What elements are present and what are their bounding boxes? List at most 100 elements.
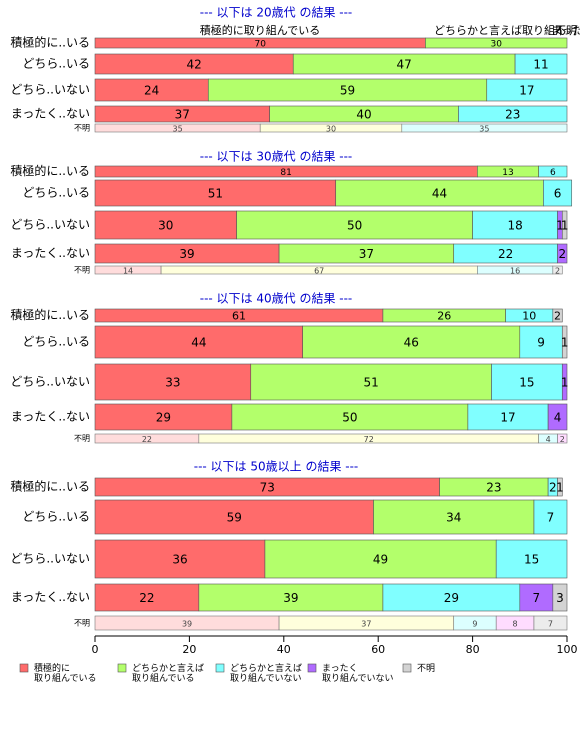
data-label: 17 bbox=[519, 84, 534, 98]
legend-label: 積極的に取り組んでいる bbox=[34, 662, 97, 684]
bar-segment bbox=[561, 363, 568, 401]
bar-segment bbox=[458, 105, 568, 123]
data-label: 37 bbox=[359, 247, 374, 261]
bar-segment bbox=[425, 37, 568, 49]
data-label: 3 bbox=[556, 591, 564, 605]
x-tick-label: 0 bbox=[92, 643, 99, 656]
data-label: 34 bbox=[446, 511, 461, 525]
data-label: 44 bbox=[432, 187, 447, 201]
unknown-bar-segment bbox=[552, 265, 563, 275]
row-label: どちら..いる bbox=[22, 335, 90, 349]
data-label: 59 bbox=[227, 511, 242, 525]
bar-segment bbox=[94, 363, 252, 401]
data-label: 50 bbox=[347, 219, 362, 233]
row-label: 積極的に..いる bbox=[10, 35, 90, 50]
legend-label: どちらかと言えば取り組んでいない bbox=[230, 662, 302, 684]
row-label: どちら..いる bbox=[22, 57, 90, 71]
bar-segment bbox=[198, 583, 384, 612]
bar-segment bbox=[382, 583, 521, 612]
bar-segment bbox=[557, 243, 568, 264]
data-label: 70 bbox=[254, 40, 266, 50]
data-label: 50 bbox=[342, 411, 357, 425]
data-label: 6 bbox=[554, 187, 562, 201]
bar-segment bbox=[94, 403, 233, 431]
data-label: 29 bbox=[156, 411, 171, 425]
unknown-row-label: 不明 bbox=[74, 434, 90, 443]
data-label: 29 bbox=[444, 591, 459, 605]
unknown-data-label: 8 bbox=[513, 620, 518, 629]
panel-title: --- 以下は 20歳代 の結果 --- bbox=[200, 6, 353, 20]
row-label: まったく..ない bbox=[11, 246, 90, 260]
row-label: どちら..いる bbox=[22, 186, 90, 200]
bar-segment bbox=[552, 583, 568, 612]
unknown-data-label: 39 bbox=[182, 620, 192, 629]
bar-segment bbox=[561, 210, 568, 240]
row-label: 積極的に..いる bbox=[10, 163, 90, 178]
data-label: 13 bbox=[502, 168, 513, 178]
unknown-data-label: 16 bbox=[510, 267, 520, 276]
data-label: 46 bbox=[404, 336, 419, 350]
data-label: 2 bbox=[554, 310, 561, 323]
bar-segment bbox=[486, 78, 568, 102]
unknown-data-label: 72 bbox=[364, 435, 374, 444]
bar-segment bbox=[373, 499, 535, 535]
data-label: 6 bbox=[550, 168, 556, 178]
bar-segment bbox=[94, 210, 237, 240]
data-label: 18 bbox=[507, 219, 522, 233]
data-label: 36 bbox=[172, 553, 187, 567]
data-label: 51 bbox=[363, 376, 378, 390]
unknown-bar-segment bbox=[557, 433, 568, 444]
data-label: 59 bbox=[340, 84, 355, 98]
bar-segment bbox=[552, 308, 563, 323]
bar-segment bbox=[519, 583, 554, 612]
unknown-data-label: 35 bbox=[479, 125, 489, 134]
unknown-row-label: 不明 bbox=[74, 266, 90, 275]
bar-segment bbox=[557, 477, 563, 497]
data-label: 1 bbox=[561, 376, 569, 390]
row-label: まったく..ない bbox=[11, 107, 90, 121]
row-label: どちら..いない bbox=[10, 83, 90, 97]
data-label: 9 bbox=[537, 336, 545, 350]
data-label: 73 bbox=[260, 481, 275, 495]
panel-title: --- 以下は 30歳代 の結果 --- bbox=[200, 150, 353, 164]
data-label: 1 bbox=[556, 219, 564, 233]
data-label: 39 bbox=[283, 591, 298, 605]
row-label: どちら..いない bbox=[10, 218, 90, 232]
unknown-data-label: 30 bbox=[326, 125, 336, 134]
data-label: 22 bbox=[498, 247, 513, 261]
row-label: どちら..いる bbox=[22, 510, 90, 524]
data-label: 15 bbox=[524, 553, 539, 567]
data-label: 37 bbox=[175, 108, 190, 122]
header-label-right: どちらかと言えば取り組ん bbox=[434, 24, 566, 37]
header-label-left: 積極的に取り組んでいる bbox=[200, 23, 320, 37]
bar-segment bbox=[514, 53, 568, 75]
bar-segment bbox=[231, 403, 469, 431]
bar-segment bbox=[335, 179, 544, 207]
bar-segment bbox=[538, 165, 568, 178]
data-label: 24 bbox=[144, 84, 159, 98]
unknown-data-label: 14 bbox=[123, 267, 133, 276]
bar-segment bbox=[94, 325, 303, 359]
row-label: 積極的に..いる bbox=[10, 307, 90, 322]
legend-swatch bbox=[307, 663, 317, 673]
bar-segment bbox=[491, 363, 563, 401]
data-label: 7 bbox=[532, 591, 540, 605]
unknown-data-label: 2 bbox=[560, 435, 565, 444]
bar-segment bbox=[561, 325, 568, 359]
bar-segment bbox=[533, 499, 568, 535]
legend-label: まったく取り組んでいない bbox=[322, 663, 394, 684]
data-label: 2 bbox=[549, 481, 557, 495]
data-label: 1 bbox=[556, 481, 564, 495]
data-label: 30 bbox=[490, 40, 502, 50]
data-label: 49 bbox=[373, 553, 388, 567]
unknown-bar-segment bbox=[401, 123, 568, 133]
legend-swatch bbox=[215, 663, 225, 673]
data-label: 39 bbox=[179, 247, 194, 261]
data-label: 40 bbox=[356, 108, 371, 122]
data-label: 23 bbox=[505, 108, 520, 122]
unknown-data-label: 9 bbox=[472, 620, 477, 629]
unknown-data-label: 37 bbox=[361, 620, 371, 629]
row-label: 積極的に..いる bbox=[10, 479, 90, 494]
bar-segment bbox=[94, 539, 266, 579]
unknown-row-label: 不明 bbox=[74, 124, 90, 133]
